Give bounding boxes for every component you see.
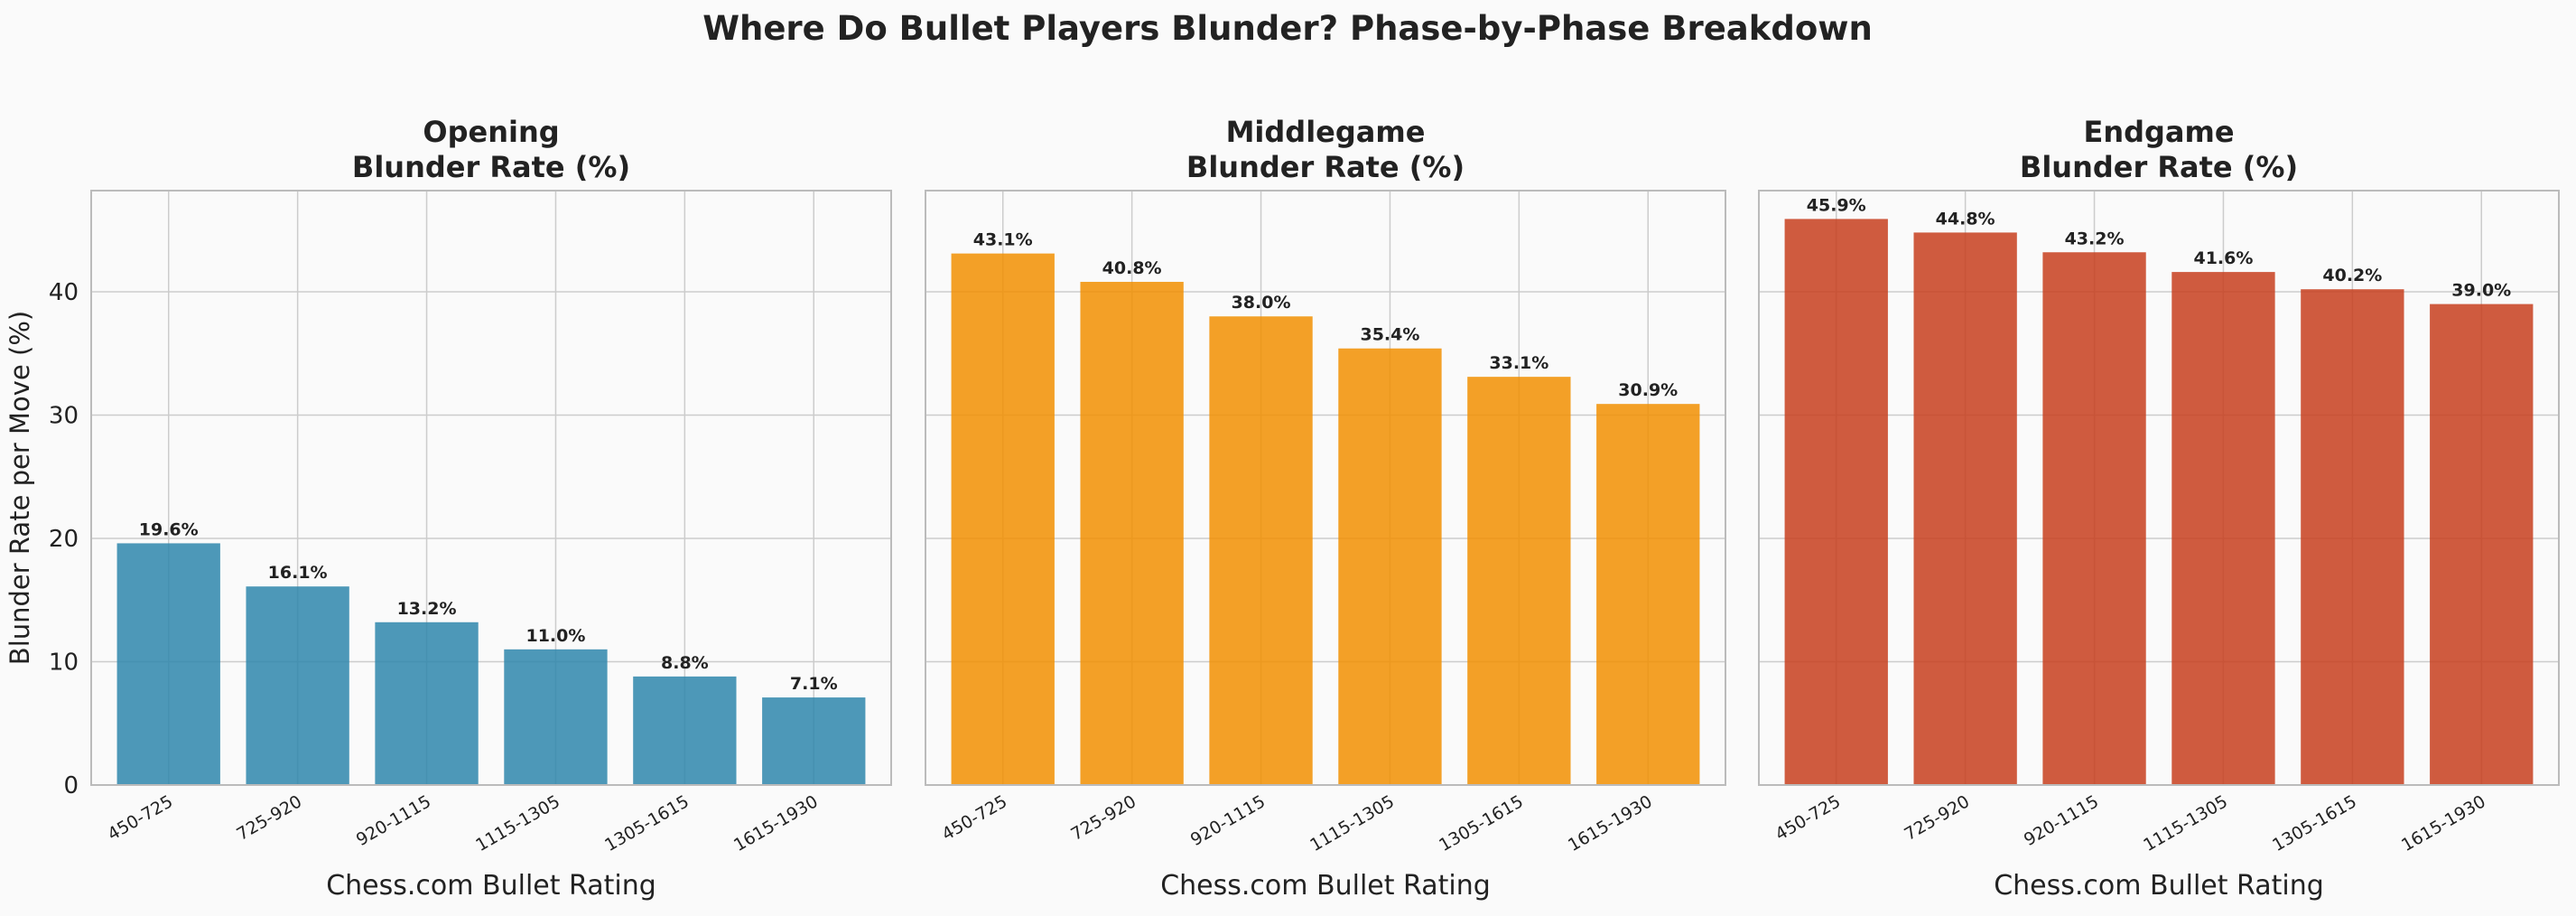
bar-value-label: 43.1% [973, 230, 1033, 250]
panel-subtitle: Blunder Rate (%) [352, 150, 630, 184]
bar-value-label: 13.2% [397, 599, 457, 619]
bar-value-label: 41.6% [2193, 248, 2253, 268]
x-axis-label: Chess.com Bullet Rating [326, 870, 656, 902]
bar [1338, 348, 1442, 785]
panel-subtitle: Blunder Rate (%) [2020, 150, 2298, 184]
chart-panel-2: 43.1%40.8%38.0%35.4%33.1%30.9%450-725 725… [925, 115, 1726, 902]
bar-value-label: 7.1% [790, 674, 838, 694]
y-axis-label: Blunder Rate per Move (%) [5, 311, 35, 665]
x-axis-label: Chess.com Bullet Rating [1994, 870, 2324, 902]
bar [633, 676, 737, 785]
bar-value-label: 43.2% [2065, 229, 2125, 248]
bar [246, 586, 349, 785]
bar [504, 649, 608, 785]
y-tick-label: 20 [49, 526, 79, 553]
axes-frame [1758, 190, 2560, 786]
chart-panels: 19.6% 16.1% 13.2% 11.0% 8.8% 7.1% 0 10 20 30 40 Blu… [5, 115, 2560, 902]
bar [1596, 404, 1700, 785]
bar [1913, 232, 2017, 786]
x-axis-label: Chess.com Bullet Rating [1160, 870, 1491, 902]
panel-subtitle: Blunder Rate (%) [1186, 150, 1465, 184]
bar [1080, 282, 1184, 785]
y-tick-label: 30 [49, 402, 79, 429]
panel-title: Endgame [2083, 115, 2234, 149]
bar [2301, 289, 2404, 785]
axes-frame [925, 190, 1726, 786]
panel-title: Middlegame [1226, 115, 1426, 149]
bar [1209, 316, 1313, 785]
bar-value-label: 30.9% [1618, 380, 1678, 400]
panel-title: Opening [423, 115, 559, 149]
bar [951, 253, 1055, 785]
figure-title: Where Do Bullet Players Blunder? Phase-b… [702, 9, 1873, 48]
bar-value-label: 16.1% [268, 563, 328, 583]
bar [1467, 377, 1571, 785]
axes-frame [90, 190, 892, 786]
bar-value-label: 11.0% [525, 626, 585, 646]
plot-area [1759, 191, 2559, 785]
y-tick-label: 0 [63, 772, 79, 799]
bar [2430, 304, 2534, 785]
bar-value-label: 35.4% [1360, 325, 1419, 345]
bar-value-label: 33.1% [1489, 353, 1548, 373]
bar-value-label: 19.6% [139, 519, 199, 539]
bar-value-label: 39.0% [2451, 281, 2511, 301]
bar-value-label: 44.8% [1936, 209, 1995, 229]
bar-value-label: 38.0% [1232, 293, 1291, 313]
bar [375, 622, 479, 785]
chart-panel-3: 45.9%44.8%43.2%41.6%40.2%39.0%450-725 725… [1758, 115, 2560, 902]
chart-panel-1: 19.6% 16.1% 13.2% 11.0% 8.8% 7.1% 0 10 20 30 40 Blu… [5, 115, 892, 902]
bar-value-label: 8.8% [661, 653, 709, 673]
plot-area [91, 191, 891, 785]
y-tick-label: 40 [49, 279, 79, 306]
bar [762, 697, 866, 785]
bar-value-label: 40.2% [2322, 266, 2382, 285]
bar-value-label: 45.9% [1807, 195, 1866, 215]
y-tick-label: 10 [49, 649, 79, 676]
bar [116, 543, 220, 785]
bar [1784, 219, 1888, 786]
plot-area [925, 191, 1725, 785]
bar [2042, 252, 2146, 785]
bar [2171, 272, 2275, 785]
bar-value-label: 40.8% [1102, 258, 1162, 278]
